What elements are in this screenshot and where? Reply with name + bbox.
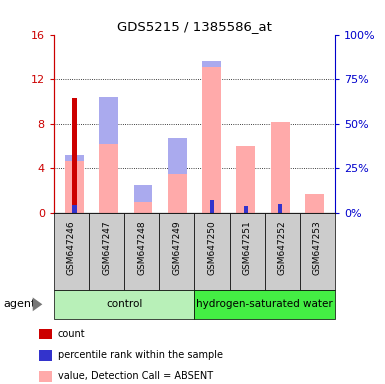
Bar: [168, 138, 187, 174]
Text: value, Detection Call = ABSENT: value, Detection Call = ABSENT: [58, 371, 213, 381]
Text: GSM647250: GSM647250: [208, 220, 216, 275]
Bar: [72, 205, 77, 213]
Bar: [65, 155, 84, 161]
Text: GSM647247: GSM647247: [102, 220, 111, 275]
Bar: [278, 204, 282, 213]
Bar: [244, 206, 248, 213]
Text: GSM647249: GSM647249: [172, 220, 181, 275]
Bar: [99, 144, 118, 213]
Bar: [72, 98, 77, 213]
Title: GDS5215 / 1385586_at: GDS5215 / 1385586_at: [117, 20, 272, 33]
Bar: [65, 161, 84, 213]
Text: GSM647248: GSM647248: [137, 220, 146, 275]
Bar: [305, 194, 324, 213]
Text: agent: agent: [4, 299, 36, 310]
Text: control: control: [106, 299, 142, 310]
Bar: [168, 174, 187, 213]
Text: GSM647251: GSM647251: [243, 220, 252, 275]
Text: hydrogen-saturated water: hydrogen-saturated water: [196, 299, 333, 310]
Text: GSM647246: GSM647246: [67, 220, 76, 275]
Text: GSM647252: GSM647252: [278, 220, 287, 275]
Bar: [134, 185, 152, 202]
Bar: [236, 146, 255, 213]
Text: percentile rank within the sample: percentile rank within the sample: [58, 350, 223, 360]
Bar: [209, 200, 214, 213]
Text: GSM647253: GSM647253: [313, 220, 322, 275]
Bar: [202, 67, 221, 213]
Bar: [99, 97, 118, 144]
Bar: [202, 61, 221, 67]
Text: count: count: [58, 329, 85, 339]
Bar: [134, 202, 152, 213]
Bar: [271, 122, 290, 213]
